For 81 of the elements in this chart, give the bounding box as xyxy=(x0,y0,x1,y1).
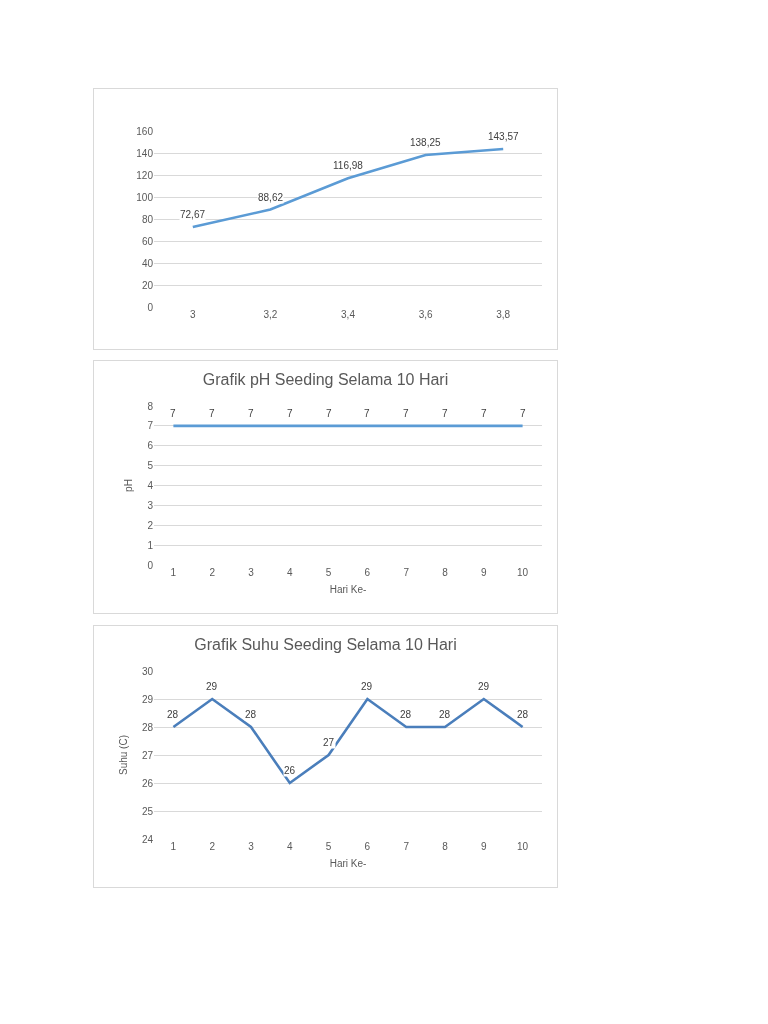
x-tick-label: 2 xyxy=(209,567,216,578)
data-label: 26 xyxy=(284,765,296,776)
data-label: 7 xyxy=(520,408,526,419)
y-tick-label: 0 xyxy=(147,301,154,313)
y-tick-label: 30 xyxy=(141,665,154,677)
x-tick-label: 3,4 xyxy=(341,309,356,320)
chart-title: Grafik pH Seeding Selama 10 Hari xyxy=(202,370,449,388)
y-tick-label: 80 xyxy=(141,213,154,225)
data-label: 7 xyxy=(403,408,409,419)
data-label: 116,98 xyxy=(333,160,364,171)
data-label: 7 xyxy=(442,408,448,419)
x-tick-label: 1 xyxy=(170,841,177,852)
x-tick-label: 9 xyxy=(481,841,488,852)
data-label: 27 xyxy=(323,737,335,748)
y-tick-label: 60 xyxy=(141,235,154,247)
data-label: 7 xyxy=(209,408,215,419)
y-tick-label: 25 xyxy=(141,805,154,817)
y-tick-label: 1 xyxy=(147,539,154,551)
y-axis-title: pH xyxy=(123,479,135,492)
x-tick-label: 5 xyxy=(325,567,332,578)
x-tick-label: 3,6 xyxy=(418,309,433,320)
y-tick-label: 4 xyxy=(147,480,154,491)
x-tick-label: 8 xyxy=(442,567,449,578)
y-tick-label: 140 xyxy=(136,147,154,159)
y-tick-label: 20 xyxy=(141,279,154,291)
x-tick-label: 7 xyxy=(403,841,410,852)
x-tick-label: 2 xyxy=(209,841,216,852)
x-tick-label: 6 xyxy=(364,567,371,578)
y-tick-label: 5 xyxy=(147,460,154,472)
data-label: 143,57 xyxy=(488,131,520,142)
data-label: 29 xyxy=(478,681,490,692)
data-label: 28 xyxy=(245,709,257,720)
data-label: 72,67 xyxy=(180,209,206,220)
x-tick-label: 3 xyxy=(248,841,255,852)
x-tick-label: 4 xyxy=(287,841,294,852)
y-tick-label: 28 xyxy=(141,721,154,733)
x-axis-title: Hari Ke- xyxy=(329,857,367,869)
y-tick-label: 29 xyxy=(141,693,154,705)
data-label: 28 xyxy=(167,709,179,720)
x-tick-label: 3 xyxy=(248,567,255,578)
x-tick-label: 4 xyxy=(287,567,294,578)
x-tick-label: 3,8 xyxy=(496,309,511,320)
data-label: 138,25 xyxy=(410,137,442,148)
y-tick-label: 26 xyxy=(141,777,154,789)
x-tick-label: 3,2 xyxy=(263,309,278,320)
x-tick-label: 8 xyxy=(442,841,449,852)
data-label: 28 xyxy=(400,709,412,720)
y-tick-label: 2 xyxy=(147,519,154,531)
x-tick-label: 10 xyxy=(517,841,529,852)
y-tick-label: 7 xyxy=(147,420,154,432)
x-tick-label: 6 xyxy=(364,841,371,852)
x-tick-label: 5 xyxy=(325,841,332,852)
x-tick-label: 9 xyxy=(481,567,488,578)
data-label: 7 xyxy=(287,408,293,419)
x-tick-label: 7 xyxy=(403,567,410,578)
data-label: 28 xyxy=(517,709,529,720)
x-tick-label: 1 xyxy=(170,567,177,578)
data-label: 7 xyxy=(170,408,176,419)
y-tick-label: 120 xyxy=(136,169,154,181)
data-label: 7 xyxy=(481,408,487,419)
data-label: 88,62 xyxy=(258,192,284,203)
y-tick-label: 3 xyxy=(147,499,154,511)
y-tick-label: 40 xyxy=(141,257,154,269)
y-tick-label: 160 xyxy=(136,125,154,137)
data-label: 29 xyxy=(361,681,373,692)
data-label: 7 xyxy=(326,408,332,419)
x-tick-label: 10 xyxy=(517,567,529,578)
y-tick-label: 24 xyxy=(141,833,154,845)
y-tick-label: 0 xyxy=(147,559,154,571)
y-axis-title: Suhu (C) xyxy=(117,734,129,776)
data-label: 7 xyxy=(364,408,370,419)
data-label: 29 xyxy=(206,681,218,692)
y-tick-label: 100 xyxy=(136,191,154,203)
y-tick-label: 27 xyxy=(141,749,154,761)
data-label: 7 xyxy=(248,408,254,419)
x-axis-title: Hari Ke- xyxy=(329,583,367,595)
x-tick-label: 3 xyxy=(190,309,197,320)
chart-title: Grafik Suhu Seeding Selama 10 Hari xyxy=(194,635,457,653)
y-tick-label: 8 xyxy=(147,400,154,412)
data-label: 28 xyxy=(439,709,451,720)
y-tick-label: 6 xyxy=(147,440,154,452)
